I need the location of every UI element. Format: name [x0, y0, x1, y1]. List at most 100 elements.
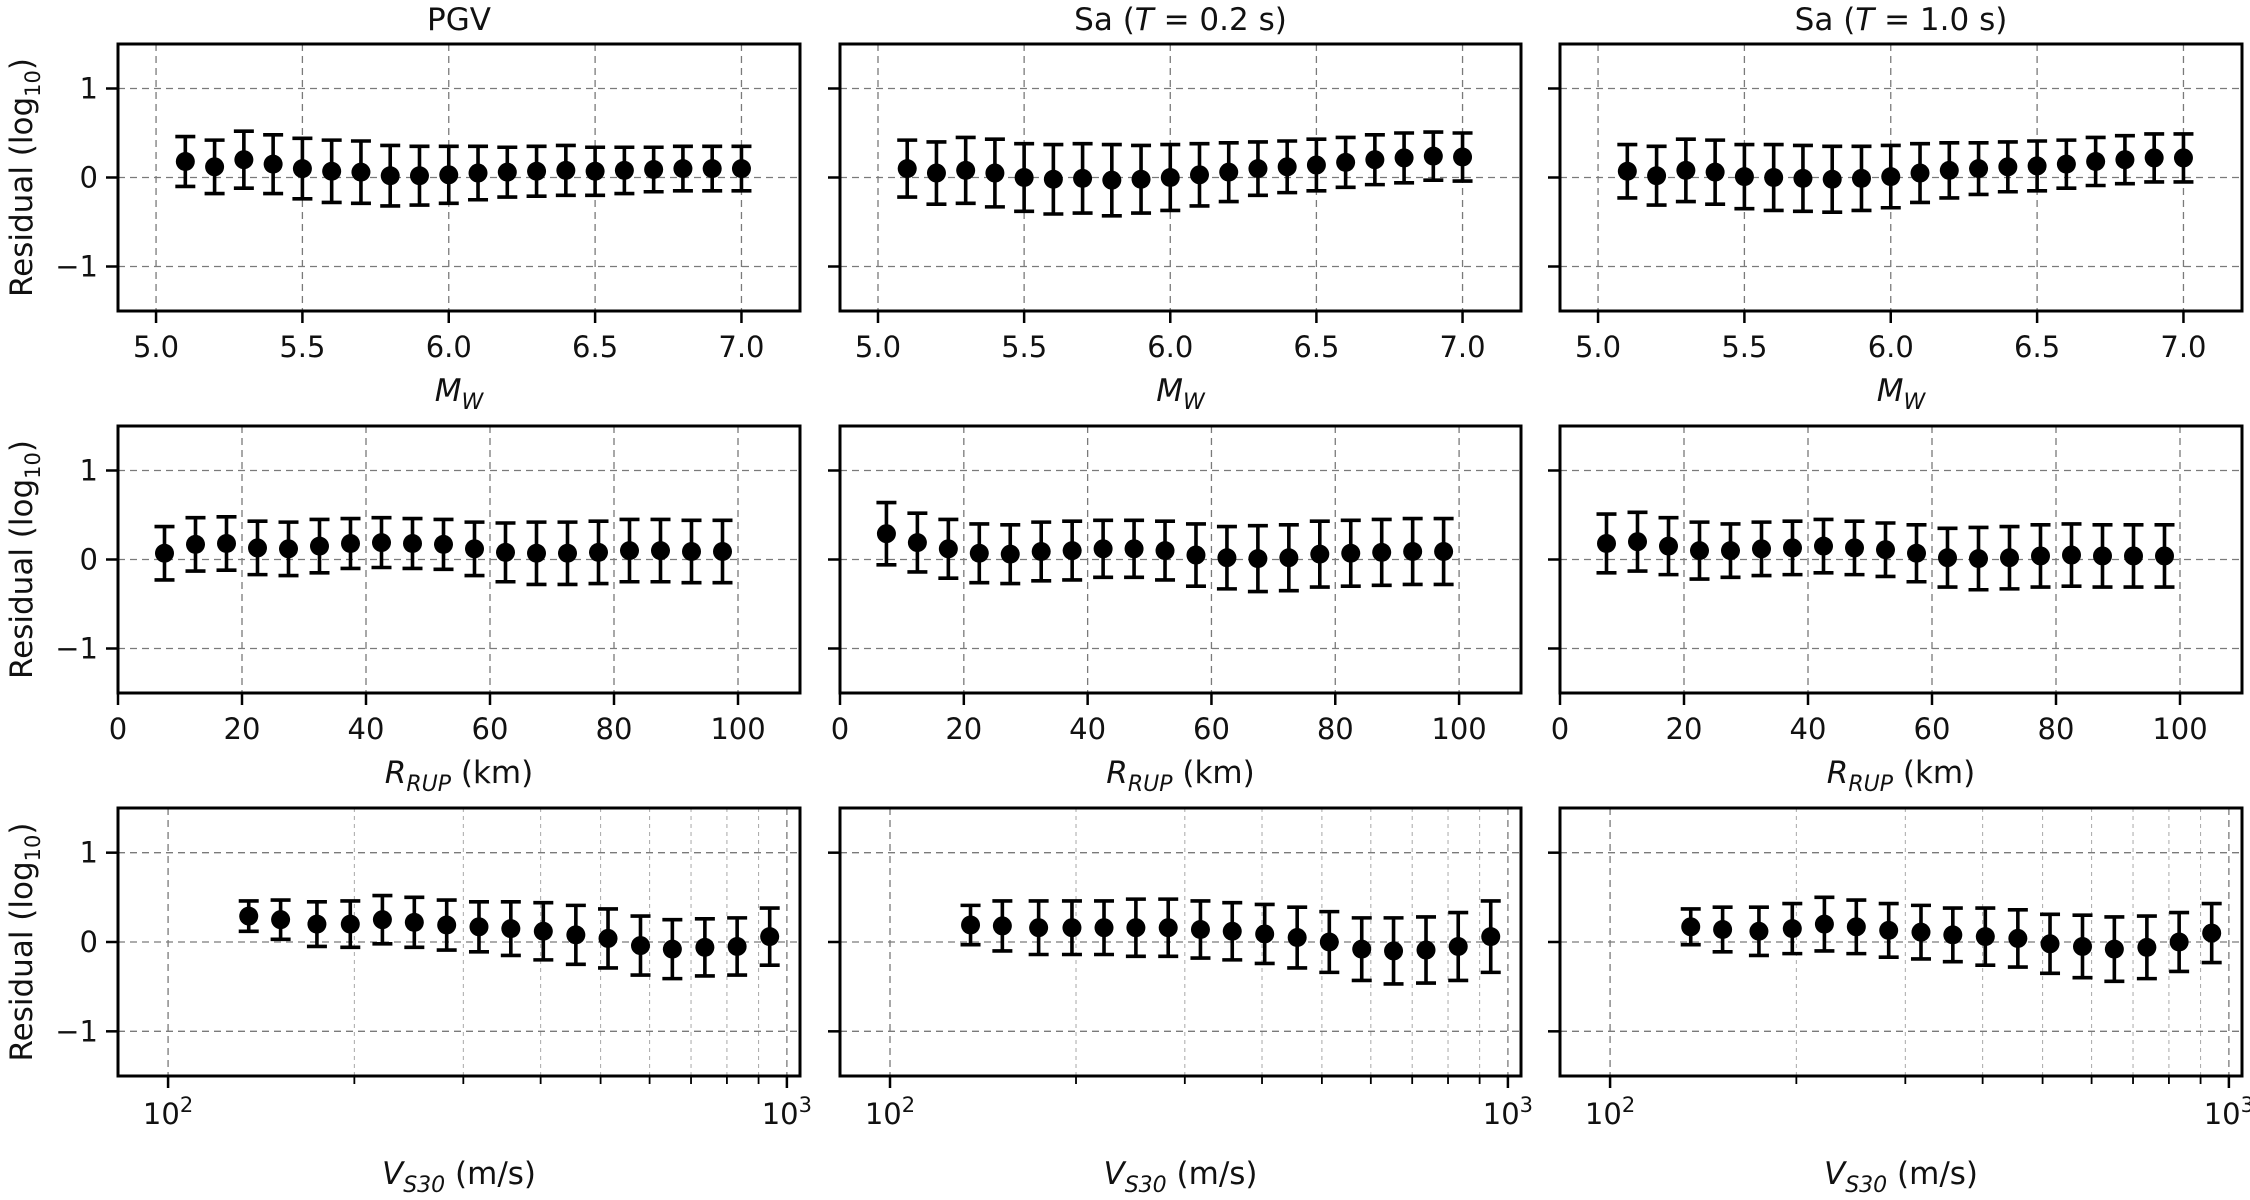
panel-title: Sa (T = 1.0 s)	[1795, 2, 2008, 38]
axes-frame	[1558, 42, 2244, 313]
y-axis-title: Residual (log10)	[4, 823, 45, 1062]
data-point	[1752, 539, 1771, 559]
data-point	[727, 936, 747, 956]
data-point	[340, 914, 360, 934]
data-point	[1306, 155, 1326, 175]
axes-frame	[838, 42, 1523, 313]
data-point	[1998, 157, 2018, 177]
y-tick-label: −1	[55, 632, 98, 666]
axes-frame	[116, 424, 802, 695]
data-point	[2040, 934, 2060, 954]
data-point	[533, 921, 553, 941]
x-tick-label: 102	[1585, 1093, 1635, 1131]
x-tick-label: 100	[710, 712, 765, 746]
x-tick-label: 5.5	[1001, 330, 1047, 364]
data-point	[1846, 917, 1866, 937]
data-point	[938, 539, 958, 559]
data-point	[1782, 919, 1802, 939]
data-point	[2056, 154, 2076, 174]
data-point	[1124, 539, 1144, 559]
data-point	[1721, 541, 1740, 561]
data-point	[1617, 161, 1637, 181]
axes-frame	[1558, 424, 2244, 695]
data-point	[1881, 167, 1901, 187]
data-point	[1217, 548, 1237, 568]
x-tick-label: 0	[1551, 712, 1569, 746]
data-point	[1749, 921, 1769, 941]
data-point	[1073, 168, 1093, 188]
data-point	[985, 163, 1005, 183]
data-point	[155, 543, 174, 563]
data-point	[380, 166, 400, 186]
axes-frame	[116, 806, 802, 1078]
x-tick-label: 0	[109, 712, 127, 746]
data-point	[1416, 940, 1436, 960]
data-point	[585, 161, 605, 181]
data-point	[1975, 927, 1995, 947]
axes-frame	[1558, 806, 2244, 1078]
data-point	[956, 160, 976, 180]
data-point	[2144, 148, 2164, 168]
y-axis-title: Residual (log10)	[4, 58, 45, 297]
data-point	[1907, 543, 1926, 563]
data-point	[662, 939, 682, 959]
data-point	[992, 916, 1012, 936]
x-tick-label: 5.0	[855, 330, 901, 364]
data-point	[2137, 937, 2157, 957]
panel-title: PGV	[427, 2, 491, 38]
data-point	[2031, 546, 2050, 566]
data-point	[1764, 168, 1784, 187]
x-tick-label: 5.5	[279, 330, 325, 364]
data-point	[1255, 924, 1275, 944]
data-point	[1403, 541, 1423, 561]
data-point	[897, 159, 917, 179]
data-point	[1783, 538, 1802, 558]
data-point	[1186, 545, 1206, 565]
data-point	[713, 541, 732, 561]
x-tick-label: 40	[1069, 712, 1106, 746]
data-point	[1705, 162, 1725, 182]
data-point	[1062, 918, 1082, 938]
data-point	[372, 533, 391, 553]
data-point	[465, 539, 484, 559]
x-axis-title: RRUP (km)	[1106, 755, 1254, 797]
y-tick-label: 1	[80, 836, 98, 870]
x-axis-title: MW	[1877, 373, 1927, 415]
data-point	[1434, 541, 1454, 561]
data-point	[437, 915, 457, 935]
data-point	[1287, 928, 1307, 948]
x-tick-label: 102	[865, 1093, 915, 1131]
data-point	[2169, 932, 2189, 952]
x-tick-label: 60	[472, 712, 509, 746]
data-point	[651, 541, 670, 561]
data-point	[1219, 162, 1239, 182]
data-point	[1628, 532, 1647, 552]
x-tick-label: 80	[1317, 712, 1354, 746]
data-point	[644, 159, 664, 179]
data-point	[1734, 167, 1754, 187]
data-point	[1481, 927, 1501, 947]
data-point	[1911, 922, 1931, 942]
data-point	[1372, 542, 1392, 562]
panel-r0-c2: 5.0 5.5 6.0 6.5 7.0 Sa (T = 1.0 s) MW	[1548, 2, 2244, 415]
data-point	[2104, 939, 2124, 959]
x-axis-title: RRUP (km)	[1827, 755, 1975, 797]
axes-frame	[116, 42, 802, 313]
data-point	[2115, 150, 2135, 170]
data-point	[760, 927, 780, 947]
x-tick-label: 20	[224, 712, 261, 746]
data-point	[1943, 925, 1963, 945]
x-tick-label: 100	[1431, 712, 1486, 746]
x-tick-label: 100	[2152, 712, 2207, 746]
data-point	[598, 928, 618, 948]
data-point	[614, 160, 634, 180]
data-point	[217, 533, 236, 553]
y-tick-label: −1	[55, 250, 98, 284]
data-point	[496, 542, 515, 562]
data-point	[2202, 923, 2222, 943]
axes-frame	[838, 424, 1523, 695]
x-tick-label: 6.5	[572, 330, 618, 364]
x-tick-label: 7.0	[2160, 330, 2206, 364]
data-point	[1423, 146, 1443, 166]
data-point	[1341, 543, 1361, 563]
